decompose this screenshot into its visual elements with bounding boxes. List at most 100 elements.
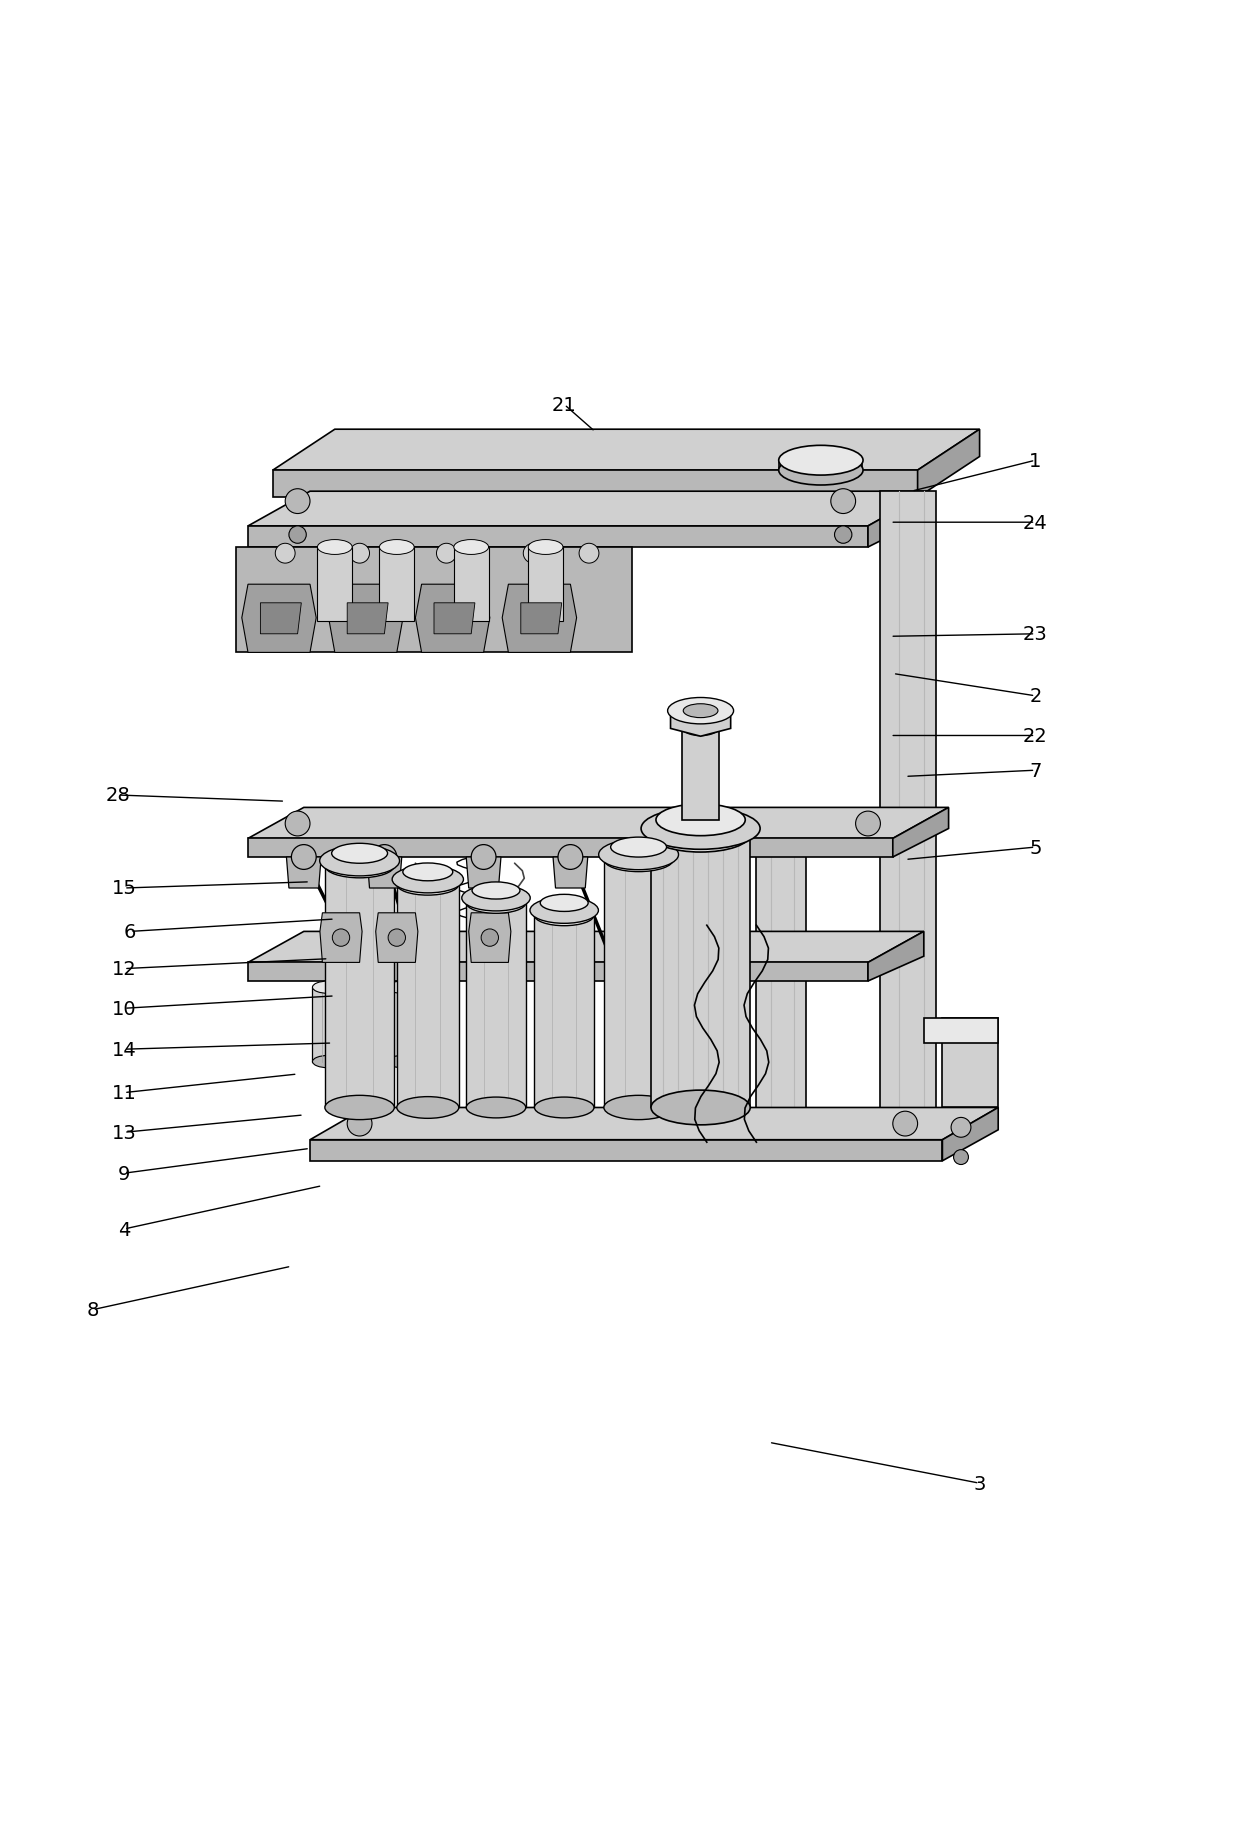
Ellipse shape <box>325 1096 394 1120</box>
Polygon shape <box>671 706 730 737</box>
Polygon shape <box>454 548 489 622</box>
Polygon shape <box>347 603 388 634</box>
Circle shape <box>436 544 456 565</box>
Ellipse shape <box>651 818 750 853</box>
Polygon shape <box>273 430 980 471</box>
Polygon shape <box>248 839 893 857</box>
Polygon shape <box>553 857 588 888</box>
Ellipse shape <box>541 896 588 912</box>
Ellipse shape <box>683 704 718 719</box>
Circle shape <box>481 929 498 947</box>
Polygon shape <box>248 491 930 526</box>
Circle shape <box>471 846 496 870</box>
Text: 6: 6 <box>124 923 136 942</box>
Polygon shape <box>682 728 719 820</box>
Polygon shape <box>918 430 980 498</box>
Polygon shape <box>387 988 419 1061</box>
Ellipse shape <box>397 874 459 896</box>
Polygon shape <box>286 857 321 888</box>
Text: 2: 2 <box>1029 688 1042 706</box>
Polygon shape <box>320 914 362 964</box>
Ellipse shape <box>387 982 419 993</box>
Ellipse shape <box>529 897 599 923</box>
Polygon shape <box>466 903 526 1107</box>
Text: 24: 24 <box>1023 513 1048 533</box>
Polygon shape <box>684 964 729 1107</box>
Circle shape <box>347 1111 372 1137</box>
Text: 5: 5 <box>1029 839 1042 857</box>
Ellipse shape <box>604 848 673 872</box>
Polygon shape <box>415 585 490 653</box>
Ellipse shape <box>528 541 563 555</box>
Ellipse shape <box>312 1056 345 1068</box>
Polygon shape <box>868 491 930 548</box>
Polygon shape <box>924 1019 998 1043</box>
Ellipse shape <box>534 905 594 927</box>
Polygon shape <box>880 491 936 1140</box>
Ellipse shape <box>534 1098 594 1118</box>
Polygon shape <box>376 914 418 964</box>
Ellipse shape <box>656 804 745 837</box>
Ellipse shape <box>454 541 489 555</box>
Ellipse shape <box>779 456 863 485</box>
Polygon shape <box>273 471 918 498</box>
Text: 9: 9 <box>118 1164 130 1182</box>
Circle shape <box>954 1149 968 1164</box>
Polygon shape <box>329 585 403 653</box>
Circle shape <box>835 526 852 544</box>
Ellipse shape <box>599 840 678 870</box>
Ellipse shape <box>466 894 526 914</box>
Polygon shape <box>248 526 868 548</box>
Ellipse shape <box>403 864 453 881</box>
Polygon shape <box>317 548 352 622</box>
Text: 23: 23 <box>1023 625 1048 644</box>
Circle shape <box>579 544 599 565</box>
Polygon shape <box>248 807 949 839</box>
Polygon shape <box>521 603 562 634</box>
Circle shape <box>388 929 405 947</box>
Polygon shape <box>534 916 594 1107</box>
Ellipse shape <box>320 846 399 877</box>
Polygon shape <box>236 548 632 653</box>
Polygon shape <box>248 964 868 982</box>
Text: 21: 21 <box>552 395 577 414</box>
Circle shape <box>831 489 856 515</box>
Ellipse shape <box>779 447 863 476</box>
Ellipse shape <box>474 982 506 993</box>
Ellipse shape <box>604 1096 673 1120</box>
Text: 1: 1 <box>1029 451 1042 471</box>
Circle shape <box>291 846 316 870</box>
Ellipse shape <box>466 1098 526 1118</box>
Polygon shape <box>942 1019 998 1107</box>
Polygon shape <box>312 988 345 1061</box>
Circle shape <box>856 811 880 837</box>
Ellipse shape <box>392 866 464 894</box>
Circle shape <box>285 489 310 515</box>
Text: 10: 10 <box>112 999 136 1019</box>
Polygon shape <box>397 885 459 1107</box>
Polygon shape <box>367 857 402 888</box>
Circle shape <box>285 811 310 837</box>
Text: 15: 15 <box>112 879 136 897</box>
Polygon shape <box>651 835 750 1107</box>
Circle shape <box>558 846 583 870</box>
Polygon shape <box>474 988 506 1061</box>
Text: 3: 3 <box>973 1473 986 1493</box>
Polygon shape <box>756 839 806 1140</box>
Polygon shape <box>779 462 862 471</box>
Polygon shape <box>466 857 501 888</box>
Polygon shape <box>248 932 924 964</box>
Polygon shape <box>434 603 475 634</box>
Text: 28: 28 <box>105 785 130 805</box>
Polygon shape <box>502 585 577 653</box>
Text: 4: 4 <box>118 1219 130 1239</box>
Circle shape <box>289 526 306 544</box>
Polygon shape <box>242 585 316 653</box>
Polygon shape <box>528 548 563 622</box>
Ellipse shape <box>387 1056 419 1068</box>
Circle shape <box>275 544 295 565</box>
Polygon shape <box>325 866 394 1107</box>
Ellipse shape <box>667 699 734 725</box>
Polygon shape <box>868 932 924 982</box>
Ellipse shape <box>312 982 345 993</box>
